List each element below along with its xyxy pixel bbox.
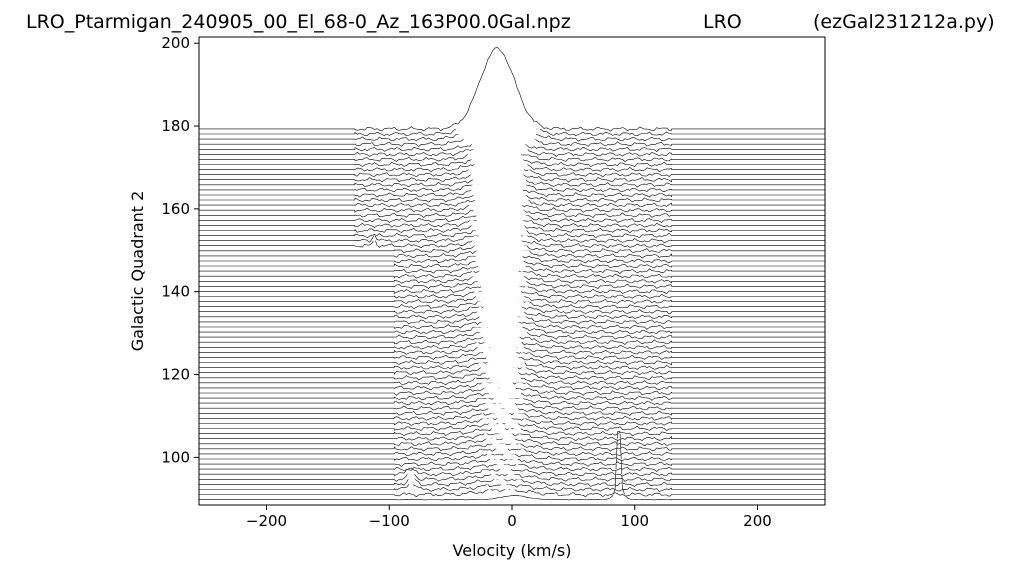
y-tick-label: 200: [161, 34, 190, 52]
x-tick-label: 100: [620, 512, 649, 530]
y-axis-ticks: 100 120 140 160 180 200: [161, 34, 199, 466]
spectrum-trace: [199, 430, 825, 442]
x-tick-label: 0: [507, 512, 517, 530]
spectrum-trace: [199, 368, 825, 381]
spectrum-trace: [199, 384, 825, 396]
spectrum-trace: [199, 475, 825, 487]
spectrum-trace: [199, 487, 825, 497]
spectrum-trace: [199, 273, 825, 289]
spectrum-trace: [199, 320, 825, 335]
x-tick-label: −100: [369, 512, 410, 530]
spectrum-trace: [199, 357, 825, 370]
spectrum-trace: [199, 461, 825, 472]
y-axis-label: Galactic Quadrant 2: [128, 191, 147, 352]
spectrum-trace: [199, 394, 825, 406]
spectrum-trace: [199, 415, 825, 426]
spectrum-trace: [199, 426, 825, 437]
spectrum-trace: [199, 405, 825, 416]
spectrum-trace: [199, 481, 825, 492]
header-station: LRO: [703, 11, 742, 33]
spectrum-trace: [199, 342, 825, 355]
spectrum-trace: [199, 436, 825, 447]
spectrum-trace: [199, 310, 825, 325]
spectrum-trace: [199, 279, 825, 294]
spectrum-trace: [199, 289, 825, 305]
spectrum-trace: [199, 421, 825, 431]
spectrum-trace: [199, 452, 825, 462]
header-filename: LRO_Ptarmigan_240905_00_El_68-0_Az_163P0…: [26, 11, 571, 33]
y-tick-label: 100: [161, 448, 190, 466]
y-tick-label: 160: [161, 200, 190, 218]
spectrum-trace: [199, 400, 825, 411]
spectrum-trace: [199, 300, 825, 315]
spectrum-trace: [199, 326, 825, 340]
y-tick-label: 180: [161, 117, 190, 135]
spectrum-trace: [199, 466, 825, 477]
spectrum-trace: [199, 374, 825, 385]
spectrum-trace: [199, 258, 825, 274]
spectrum-trace: [199, 363, 825, 376]
spectrum-trace: [199, 305, 825, 320]
spectrum-trace: [199, 284, 825, 299]
spectrum-trace: [199, 409, 825, 421]
spectrum-trace: [199, 389, 825, 401]
spectrum-trace: [199, 294, 825, 310]
spectrum-trace: [199, 470, 825, 482]
spectrum-trace: [199, 347, 825, 360]
spectrum-trace: [199, 316, 825, 330]
x-tick-label: 200: [743, 512, 772, 530]
spectrum-trace: [199, 264, 825, 279]
spectra-traces: [199, 46, 825, 501]
spectrum-trace: [199, 46, 825, 132]
x-axis-label: Velocity (km/s): [453, 541, 572, 560]
spectrum-trace: [199, 447, 825, 456]
spectrum-trace: [199, 431, 825, 501]
x-axis-ticks: −200 −100 0 100 200: [246, 505, 772, 530]
spectrum-trace: [199, 332, 825, 345]
spectrum-trace: [199, 379, 825, 391]
header-program: (ezGal231212a.py): [813, 11, 995, 33]
y-tick-label: 120: [161, 366, 190, 384]
spectrum-trace: [199, 336, 825, 350]
spectrum-trace: [199, 441, 825, 452]
x-tick-label: −200: [246, 512, 287, 530]
spectrum-trace: [199, 457, 825, 467]
spectrum-trace: [199, 353, 825, 365]
y-tick-label: 140: [161, 283, 190, 301]
